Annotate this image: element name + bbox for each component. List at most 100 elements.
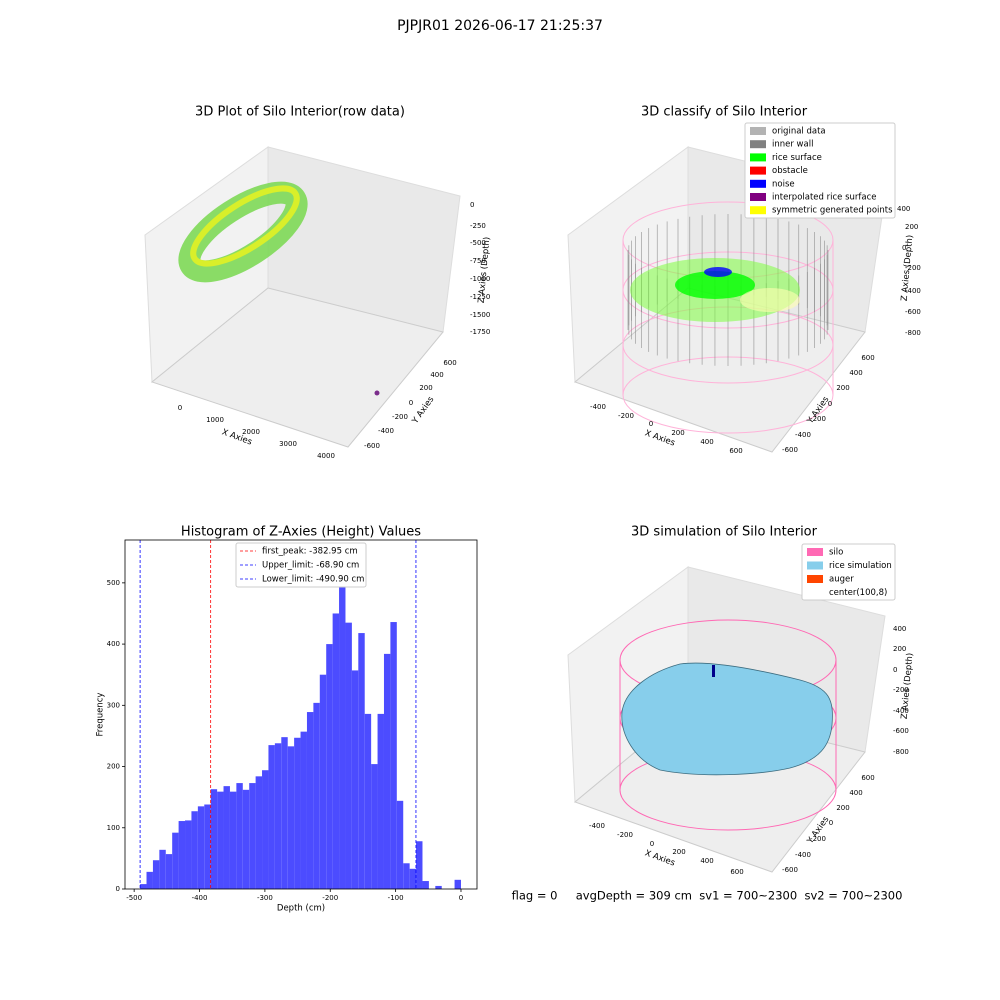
tick-label: -400 xyxy=(795,431,811,439)
legend-swatch xyxy=(750,127,766,135)
tick-label: -600 xyxy=(782,866,798,874)
histogram-bar xyxy=(140,884,147,889)
outlier-point xyxy=(374,390,380,396)
histogram-bar xyxy=(306,712,314,889)
tick-label: 0 xyxy=(902,244,906,252)
tick-label: 200 xyxy=(836,384,849,392)
x-axis-label: Depth (cm) xyxy=(277,904,325,914)
tick-label: -400 xyxy=(590,403,606,411)
histogram-bar xyxy=(165,854,173,889)
y-tick-label: 200 xyxy=(107,763,120,771)
legend-box xyxy=(744,122,896,219)
tick-label: 0 xyxy=(178,404,182,412)
histogram-bar xyxy=(262,770,269,889)
histogram-bar xyxy=(326,644,333,889)
panel-title: 3D classify of Silo Interior xyxy=(641,105,808,120)
legend-swatch xyxy=(750,206,766,215)
tick-label: -200 xyxy=(905,264,921,272)
histogram-bar xyxy=(416,841,423,889)
tick-label: 600 xyxy=(443,359,456,367)
legend-label: original data xyxy=(772,127,826,137)
histogram-bar xyxy=(281,737,288,889)
tick-label: 200 xyxy=(419,384,432,392)
histogram-bar xyxy=(383,653,391,889)
tick-label: -400 xyxy=(378,427,394,435)
tick-label: 0 xyxy=(893,666,897,674)
legend-swatch xyxy=(750,140,766,149)
legend-label: obstacle xyxy=(772,166,808,176)
histogram-bar xyxy=(390,622,397,889)
histogram-bar xyxy=(223,786,230,889)
tick-label: -1250 xyxy=(470,293,490,301)
histogram-bar xyxy=(159,849,166,889)
histogram-bar xyxy=(345,622,352,889)
tick-label: -400 xyxy=(589,822,605,830)
histogram-bar xyxy=(358,633,365,889)
legend-label: center(100,8) xyxy=(829,588,887,598)
pane-floor xyxy=(150,287,444,448)
tick-label: -750 xyxy=(470,257,486,265)
histogram-bar xyxy=(403,863,410,889)
histogram-bar xyxy=(268,745,275,889)
legend-swatch xyxy=(750,193,766,201)
tick-label: -400 xyxy=(893,707,909,715)
tick-label: 0 xyxy=(470,201,474,209)
tick-label: 0 xyxy=(409,399,413,407)
legend-label: symmetric generated points xyxy=(772,206,893,216)
tick-label: -200 xyxy=(810,835,826,843)
legend-label: Upper_limit: -68.90 cm xyxy=(262,561,359,571)
tick-label: 400 xyxy=(700,857,713,865)
panel-title: 3D Plot of Silo Interior(row data) xyxy=(195,105,405,120)
legend-label: auger xyxy=(829,575,854,585)
histogram-bar xyxy=(191,811,198,889)
tick-label: 200 xyxy=(672,848,685,856)
tick-label: 600 xyxy=(730,868,743,876)
histogram-bar xyxy=(319,674,327,889)
x-tick-label: 0 xyxy=(459,894,463,902)
y-tick-label: 500 xyxy=(107,579,120,587)
histogram-bar xyxy=(204,804,211,889)
tick-label: 600 xyxy=(861,354,874,362)
tick-label: -250 xyxy=(470,222,486,230)
legend-label: inner wall xyxy=(772,140,813,150)
legend-swatch xyxy=(807,588,823,597)
histogram-bar xyxy=(332,613,340,889)
legend-label: rice surface xyxy=(772,153,822,163)
histogram-bar xyxy=(339,560,346,889)
histogram-bar xyxy=(185,820,192,889)
tick-label: 2000 xyxy=(242,428,260,436)
tick-label: 400 xyxy=(430,371,443,379)
histogram-bar xyxy=(255,776,263,889)
legend-label: Lower_limit: -490.90 cm xyxy=(262,575,364,585)
tick-label: -200 xyxy=(617,831,633,839)
histogram-bar xyxy=(172,832,179,889)
y-tick-label: 300 xyxy=(107,701,120,709)
generated-points xyxy=(740,288,800,312)
legend-swatch xyxy=(750,153,766,162)
legend-label: interpolated rice surface xyxy=(772,193,877,203)
histogram-bar xyxy=(454,879,461,889)
legend-box xyxy=(235,542,367,588)
histogram-bar xyxy=(242,789,250,889)
tick-label: 0 xyxy=(829,819,833,827)
tick-label: 600 xyxy=(729,447,742,455)
axes-frame xyxy=(124,539,478,890)
histogram-bar xyxy=(178,821,186,889)
tick-label: -200 xyxy=(810,415,826,423)
tick-label: -1000 xyxy=(470,275,490,283)
histogram-bar xyxy=(422,881,429,889)
tick-label: 1000 xyxy=(206,416,224,424)
histogram-bar xyxy=(287,746,295,889)
tick-label: 400 xyxy=(893,625,906,633)
x-tick-label: -100 xyxy=(388,894,404,902)
tick-label: 200 xyxy=(893,645,906,653)
tick-label: -200 xyxy=(618,412,634,420)
tick-label: 0 xyxy=(828,400,832,408)
tick-label: 200 xyxy=(905,223,918,231)
histogram-bar xyxy=(249,783,256,889)
legend-swatch xyxy=(807,548,823,556)
histogram-bar xyxy=(409,868,417,889)
legend-label: first_peak: -382.95 cm xyxy=(262,547,358,557)
histogram-bar xyxy=(435,885,442,889)
